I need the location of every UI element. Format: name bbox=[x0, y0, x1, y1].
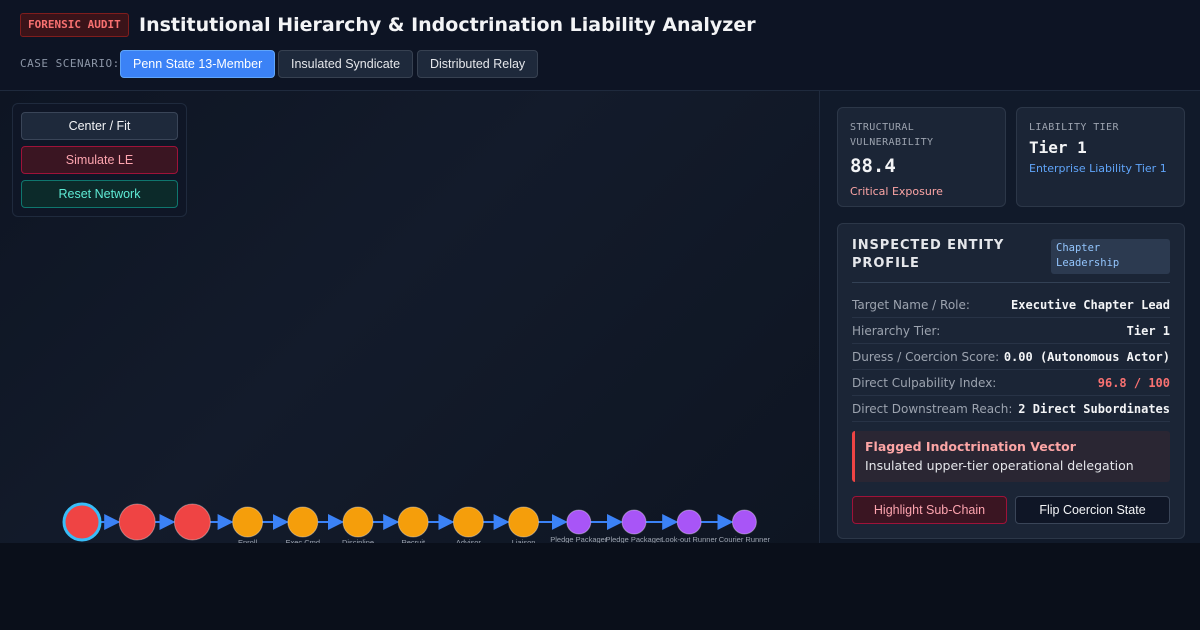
structural-vulnerability-card: STRUCTURAL VULNERABILITY 88.4 Critical E… bbox=[837, 107, 1006, 207]
row-key: Duress / Coercion Score: bbox=[852, 350, 1000, 364]
node-label: Look-out Runner bbox=[661, 535, 717, 543]
network-node[interactable] bbox=[566, 509, 592, 535]
network-node[interactable] bbox=[397, 506, 429, 538]
side-panel: STRUCTURAL VULNERABILITY 88.4 Critical E… bbox=[819, 91, 1200, 543]
row-value: 96.8 / 100 bbox=[1097, 376, 1170, 390]
liability-tier-value: Tier 1 bbox=[1029, 138, 1087, 157]
network-node[interactable] bbox=[676, 509, 702, 535]
scenario-button-distributed-relay[interactable]: Distributed Relay bbox=[417, 50, 539, 78]
vector-title: Flagged Indoctrination Vector bbox=[865, 439, 1076, 454]
entity-profile-card: INSPECTED ENTITY PROFILE Chapter Leaders… bbox=[837, 223, 1185, 539]
row-key: Target Name / Role: bbox=[852, 298, 970, 312]
scenario-button-insulated-syndicate[interactable]: Insulated Syndicate bbox=[278, 50, 414, 78]
profile-row-coercion-score: Duress / Coercion Score: 0.00 (Autonomou… bbox=[852, 344, 1170, 370]
liability-tier-card: LIABILITY TIER Tier 1 Enterprise Liabili… bbox=[1016, 107, 1185, 207]
node-label: Courier Runner bbox=[719, 535, 771, 543]
network-node[interactable] bbox=[508, 506, 540, 538]
network-node[interactable] bbox=[342, 506, 374, 538]
profile-row-target-name: Target Name / Role: Executive Chapter Le… bbox=[852, 292, 1170, 318]
case-scenario-label: CASE SCENARIO: bbox=[20, 57, 120, 70]
row-value: 2 Direct Subordinates bbox=[1018, 402, 1170, 416]
network-graph[interactable]: Enroll Exec Cmd Discipline Recruit Advisor Li… bbox=[0, 91, 819, 543]
node-label: Exec Cmd bbox=[286, 538, 321, 543]
liability-tier-label: LIABILITY TIER bbox=[1029, 122, 1119, 133]
row-key: Hierarchy Tier: bbox=[852, 324, 941, 338]
enterprise-liability-text: Enterprise Liability Tier 1 bbox=[1029, 162, 1167, 175]
scenario-button-penn-state[interactable]: Penn State 13-Member bbox=[120, 50, 276, 78]
profile-row-downstream-reach: Direct Downstream Reach: 2 Direct Subord… bbox=[852, 396, 1170, 422]
row-key: Direct Downstream Reach: bbox=[852, 402, 1013, 416]
highlight-sub-chain-button[interactable]: Highlight Sub-Chain bbox=[852, 496, 1007, 524]
node-label: Recruit bbox=[401, 538, 426, 543]
profile-row-hierarchy-tier: Hierarchy Tier: Tier 1 bbox=[852, 318, 1170, 344]
graph-controls: Center / Fit Simulate LE Intervention Re… bbox=[12, 103, 187, 217]
profile-divider bbox=[852, 282, 1170, 283]
reset-network-button[interactable]: Reset Network bbox=[21, 180, 178, 208]
network-node[interactable] bbox=[621, 509, 647, 535]
vector-description: Insulated upper-tier operational delegat… bbox=[865, 458, 1134, 473]
simulate-le-intervention-button[interactable]: Simulate LE Intervention bbox=[21, 146, 178, 193]
profile-row-culpability-index: Direct Culpability Index: 96.8 / 100 bbox=[852, 370, 1170, 396]
network-node[interactable] bbox=[62, 502, 102, 542]
indoctrination-vector-alert: Flagged Indoctrination Vector Insulated … bbox=[852, 431, 1170, 482]
critical-exposure-text: Critical Exposure bbox=[850, 185, 943, 198]
app-header: FORENSIC AUDIT Institutional Hierarchy &… bbox=[0, 0, 1200, 91]
node-label: Discipline bbox=[342, 538, 374, 543]
profile-title: INSPECTED ENTITY PROFILE bbox=[852, 238, 1005, 271]
network-node[interactable] bbox=[731, 509, 757, 535]
network-node[interactable] bbox=[173, 503, 211, 541]
structural-vulnerability-label: STRUCTURAL VULNERABILITY bbox=[850, 122, 934, 148]
node-label: Liaison bbox=[512, 538, 536, 543]
row-key: Direct Culpability Index: bbox=[852, 376, 997, 390]
network-node[interactable] bbox=[452, 506, 484, 538]
node-label: Pledge Packager bbox=[550, 535, 608, 543]
network-node[interactable] bbox=[232, 506, 264, 538]
network-graph-panel[interactable]: Enroll Exec Cmd Discipline Recruit Advisor Li… bbox=[0, 91, 819, 543]
row-value: 0.00 (Autonomous Actor) bbox=[1003, 350, 1170, 364]
network-node[interactable] bbox=[118, 503, 156, 541]
node-label: Pledge Packager bbox=[605, 535, 663, 543]
center-fit-button[interactable]: Center / Fit bbox=[21, 112, 178, 140]
row-value: Tier 1 bbox=[1126, 324, 1170, 338]
node-label: Enroll bbox=[238, 538, 258, 543]
bottom-empty-area bbox=[0, 543, 1200, 630]
app-title: Institutional Hierarchy & Indoctrination… bbox=[139, 14, 756, 36]
row-value: Executive Chapter Lead bbox=[1011, 298, 1170, 312]
forensic-audit-badge: FORENSIC AUDIT bbox=[20, 13, 129, 37]
node-label: Advisor bbox=[456, 538, 482, 543]
network-node[interactable] bbox=[287, 506, 319, 538]
flip-coercion-state-button[interactable]: Flip Coercion State bbox=[1015, 496, 1170, 524]
role-category-tag: Chapter Leadership bbox=[1051, 239, 1170, 274]
structural-vulnerability-value: 88.4 bbox=[850, 155, 896, 177]
